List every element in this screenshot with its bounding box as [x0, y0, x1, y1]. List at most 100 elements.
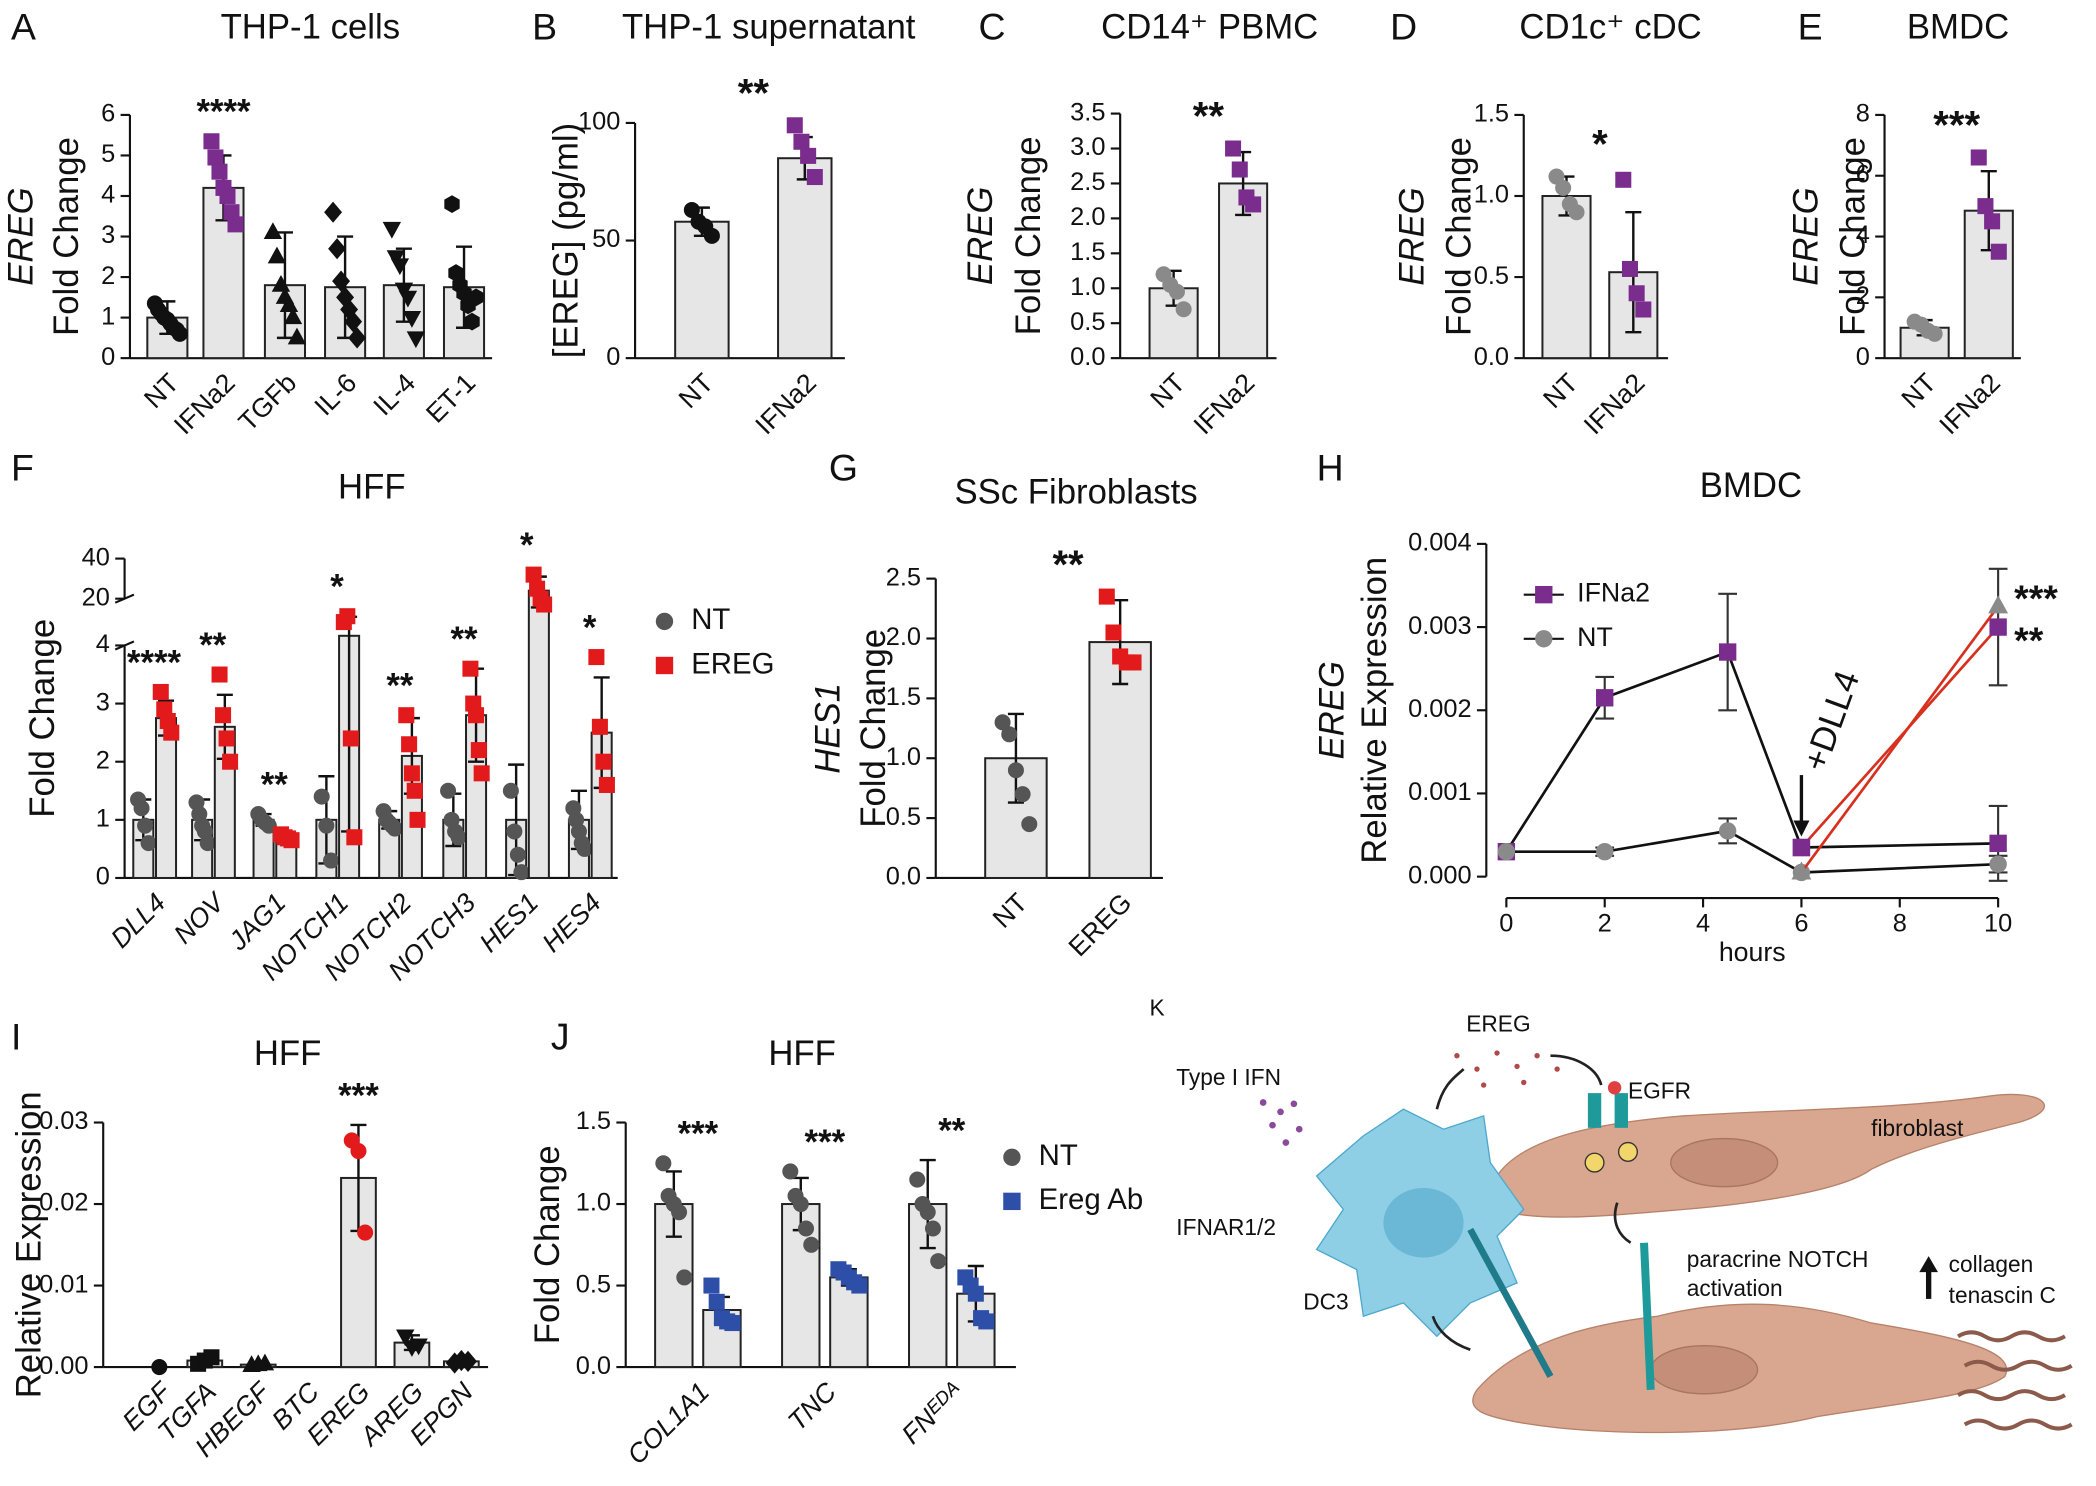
data-point [655, 1155, 672, 1172]
panel-letter: J [551, 1016, 570, 1058]
significance: ** [450, 621, 478, 659]
arrow [1435, 1068, 1465, 1110]
arrow [1550, 1054, 1603, 1086]
y-tick-label: 0.0 [1474, 343, 1509, 371]
data-point [450, 829, 467, 846]
x-tick-label: 10 [1984, 909, 2012, 937]
data-point [1635, 301, 1652, 318]
data-point [1568, 204, 1585, 221]
data-point [263, 222, 283, 240]
y-tick-label: 0.03 [39, 1107, 88, 1135]
legend-marker [655, 612, 674, 631]
data-point [1984, 213, 2001, 230]
phospho [1617, 1141, 1638, 1162]
phospho [1584, 1152, 1605, 1173]
data-point [140, 835, 157, 852]
data-point [786, 117, 803, 134]
nucleus [1650, 1345, 1759, 1395]
y-tick-label: 1 [101, 302, 115, 330]
y-tick-label: 1.5 [1070, 238, 1105, 266]
y-tick-label: 0.000 [1408, 861, 1472, 889]
y-tick-label: 2 [96, 746, 110, 774]
x-tick-label: IL-4 [367, 367, 421, 421]
chart-title: THP-1 cells [221, 9, 400, 47]
y-tick-label: 0.0 [886, 863, 921, 891]
x-tick-label: EREG [1063, 887, 1138, 962]
data-point [339, 608, 356, 625]
label: EREG [1466, 1011, 1530, 1037]
panel-letter: G [829, 446, 858, 488]
data-point [1007, 762, 1024, 779]
data-point [1970, 149, 1987, 166]
significance: ** [738, 71, 770, 115]
data-point [344, 311, 363, 333]
nucleus [1670, 1137, 1779, 1188]
data-point [357, 1224, 374, 1241]
y-tick-label: 0.5 [886, 803, 921, 831]
label: activation [1687, 1275, 1783, 1301]
legend-label: EREG [691, 647, 774, 680]
y-tick-label: 1.5 [886, 683, 921, 711]
data-point [588, 649, 605, 666]
y-tick-label: 0.0 [1070, 343, 1105, 371]
data-point [163, 724, 180, 741]
data-point [459, 1350, 477, 1372]
data-point [978, 1313, 995, 1330]
bar [527, 589, 550, 879]
data-point [676, 1269, 693, 1286]
data-point [803, 1236, 820, 1253]
data-point [536, 596, 553, 613]
y-axis-label: Fold Change [855, 629, 893, 828]
data-point [1125, 654, 1142, 671]
data-point [396, 1329, 415, 1347]
data-point [203, 1349, 220, 1366]
y-tick-label: 8 [1856, 100, 1870, 128]
data-point [1497, 842, 1516, 861]
data-point [255, 1353, 275, 1371]
data-point [313, 788, 330, 805]
x-tick-label: NT [1537, 368, 1583, 414]
data-point [350, 1143, 367, 1160]
data-point [401, 736, 418, 753]
data-point [591, 718, 608, 735]
egfr-ligand [1607, 1081, 1622, 1095]
dll4 [1467, 1227, 1554, 1379]
data-point [1231, 161, 1248, 178]
data-point [133, 800, 150, 817]
data-point [1175, 301, 1192, 318]
x-tick-label: 4 [1696, 909, 1710, 937]
data-point [994, 714, 1011, 731]
data-point [1989, 618, 2007, 636]
series-line [1800, 605, 2000, 874]
y-tick-label: 3.5 [1070, 98, 1105, 126]
x-tick-label: HES4 [536, 887, 607, 958]
data-point [1245, 196, 1262, 213]
x-tick-label: 2 [1598, 909, 1612, 937]
y-tick-label: 5 [101, 140, 115, 168]
data-point [473, 765, 490, 782]
y-tick-label: 2.5 [886, 563, 921, 591]
y-tick-label: 0.001 [1408, 778, 1472, 806]
y-tick-label: 0.02 [39, 1189, 88, 1217]
data-point [1990, 243, 2007, 260]
arrow [1613, 1202, 1632, 1244]
y-tick-label: 0.004 [1408, 529, 1472, 557]
legend-label: NT [1039, 1139, 1078, 1172]
y-tick-label: 0.0 [576, 1352, 611, 1380]
data-point [409, 811, 426, 828]
data-point [271, 274, 291, 292]
data-point [525, 566, 542, 583]
y-tick-label: 2.0 [1070, 203, 1105, 231]
ifn-dots [1259, 1099, 1303, 1146]
data-point [797, 1220, 815, 1237]
x-tick-label: NT [987, 887, 1033, 933]
data-point [595, 753, 612, 770]
x-tick-label: NT [673, 368, 719, 414]
data-point [792, 1196, 809, 1213]
legend-marker [655, 656, 674, 675]
y-tick-label: 20 [82, 583, 110, 611]
data-point [332, 270, 351, 292]
data-point [930, 1253, 947, 1270]
data-point [227, 216, 244, 233]
data-point [406, 331, 426, 349]
